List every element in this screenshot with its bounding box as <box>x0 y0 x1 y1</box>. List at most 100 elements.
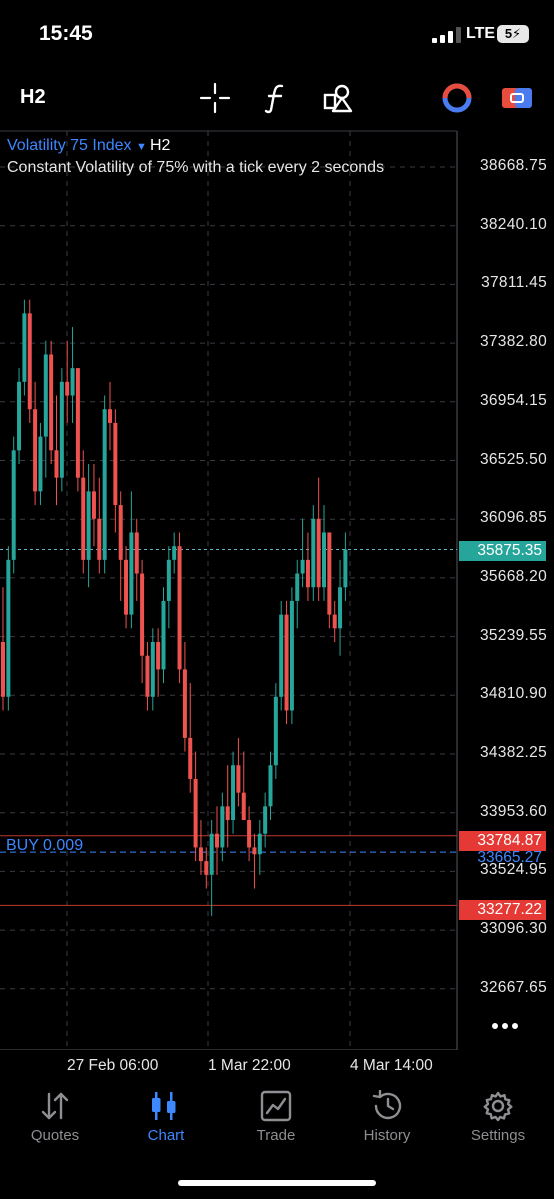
price-tick: 32667.65 <box>479 978 547 996</box>
price-tick: 38668.75 <box>479 157 547 174</box>
time-tick: 1 Mar 22:00 <box>208 1057 291 1074</box>
tab-label: Quotes <box>30 1127 80 1144</box>
candle-body <box>311 518 316 588</box>
entry-price-badge: 33665.27 <box>477 849 542 866</box>
tab-quotes[interactable]: Quotes <box>0 1080 110 1160</box>
tab-history[interactable]: History <box>332 1080 442 1160</box>
candle-body <box>65 381 70 396</box>
candle-body <box>27 313 32 410</box>
candle-body <box>279 614 284 697</box>
candle-body <box>91 491 96 519</box>
current-price-badge: 35875.35 <box>459 541 546 561</box>
chart-icon <box>152 1092 176 1120</box>
battery-icon: 5⚡ <box>497 25 529 43</box>
tab-chart[interactable]: Chart <box>111 1080 221 1160</box>
candle-body <box>150 642 155 697</box>
symbol-name[interactable]: Volatility 75 Index <box>7 137 132 154</box>
candle-body <box>322 532 326 588</box>
candle-body <box>263 806 268 834</box>
price-tick: 35668.20 <box>479 567 547 585</box>
price-tick: 33524.95 <box>479 861 547 879</box>
tab-label: Settings <box>470 1127 526 1144</box>
price-tick: 35239.55 <box>479 626 547 644</box>
candle-body <box>188 737 193 779</box>
buy-position-label[interactable]: BUY 0.009 <box>6 837 84 854</box>
candle-body <box>102 409 107 560</box>
tab-settings[interactable]: Settings <box>443 1080 553 1160</box>
account-switch-icon[interactable] <box>499 80 535 116</box>
candle-body <box>38 436 43 492</box>
symbol-description: Constant Volatility of 75% with a tick e… <box>7 159 385 176</box>
candle-body <box>70 368 75 396</box>
candle-body <box>49 354 54 451</box>
candle-body <box>59 381 64 478</box>
status-bar: 15:45 LTE 5⚡ <box>0 0 554 70</box>
time-tick: 4 Mar 14:00 <box>350 1057 433 1074</box>
one-click-trading-icon[interactable] <box>439 80 475 116</box>
candle-body <box>241 792 246 821</box>
chart-toolbar: H2 <box>0 70 554 126</box>
candle-body <box>273 696 278 766</box>
tab-trade[interactable]: Trade <box>221 1080 331 1160</box>
candle-body <box>252 847 257 855</box>
candle-body <box>145 655 150 697</box>
candle-body <box>177 546 182 670</box>
symbol-dropdown-icon[interactable]: ▼ <box>135 141 150 153</box>
candle-body <box>43 354 48 437</box>
tab-label: History <box>363 1127 411 1144</box>
crosshair-icon[interactable] <box>197 80 233 116</box>
candle-body <box>129 532 134 615</box>
candle-body <box>332 614 337 629</box>
symbol-header[interactable]: Volatility 75 Index ▼ H2 <box>7 137 170 155</box>
trade-icon <box>260 1090 292 1122</box>
price-chart[interactable] <box>0 130 554 1050</box>
candle-body <box>22 313 27 382</box>
level-price-badge: 33784.87 <box>459 831 546 851</box>
candle-body <box>300 559 305 574</box>
candle-body <box>172 546 177 560</box>
tab-label: Chart <box>147 1127 185 1144</box>
candle-body <box>161 600 166 670</box>
price-tick: 36525.50 <box>479 450 547 468</box>
stop-level-badge: 33277.22 <box>459 900 546 920</box>
candle-body <box>305 559 310 588</box>
candle-body <box>284 614 289 711</box>
signal-icon <box>432 27 461 43</box>
price-tick: 33953.60 <box>479 802 547 820</box>
candle-body <box>6 559 11 697</box>
candle-body <box>220 806 225 848</box>
candle-body <box>343 549 348 588</box>
candle-body <box>257 833 262 855</box>
candle-body <box>204 861 209 875</box>
time-tick: 27 Feb 06:00 <box>67 1057 159 1074</box>
candle-body <box>231 765 236 821</box>
candle-body <box>327 532 332 615</box>
candle-body <box>81 477 86 560</box>
indicators-icon[interactable] <box>258 80 294 116</box>
more-options-icon[interactable] <box>490 1018 520 1034</box>
candle-body <box>156 642 161 670</box>
candle-body <box>134 532 139 574</box>
symbol-timeframe: H2 <box>149 137 171 154</box>
candle-body <box>86 491 91 560</box>
candle-body <box>338 587 343 629</box>
candle-body <box>17 381 22 451</box>
candle-body <box>209 833 214 875</box>
candle-body <box>198 847 203 862</box>
candle-body <box>108 409 112 423</box>
price-tick: 36096.85 <box>479 509 547 527</box>
timeframe-button[interactable]: H2 <box>20 86 46 108</box>
price-tick: 38240.10 <box>479 215 547 233</box>
candle-body <box>236 765 241 793</box>
candle-body <box>166 559 171 601</box>
candle-body <box>1 642 5 697</box>
objects-icon[interactable] <box>320 80 356 116</box>
home-indicator <box>178 1180 376 1186</box>
candle-body <box>54 450 59 478</box>
candle-body <box>113 422 118 506</box>
candle-body <box>75 368 80 478</box>
battery-level: 5 <box>504 26 513 41</box>
bottom-navigation: Quotes Chart Trade History <box>0 1080 554 1199</box>
price-tick: 34810.90 <box>479 685 547 703</box>
candle-body <box>124 559 129 615</box>
